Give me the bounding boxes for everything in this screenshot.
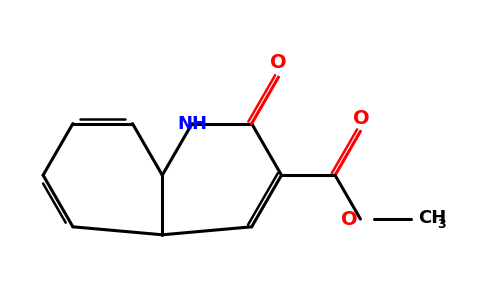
Text: O: O (270, 53, 287, 72)
Text: NH: NH (177, 115, 207, 133)
Text: CH: CH (418, 209, 447, 227)
Text: O: O (341, 210, 358, 229)
Text: O: O (353, 109, 370, 128)
Text: 3: 3 (438, 218, 446, 231)
